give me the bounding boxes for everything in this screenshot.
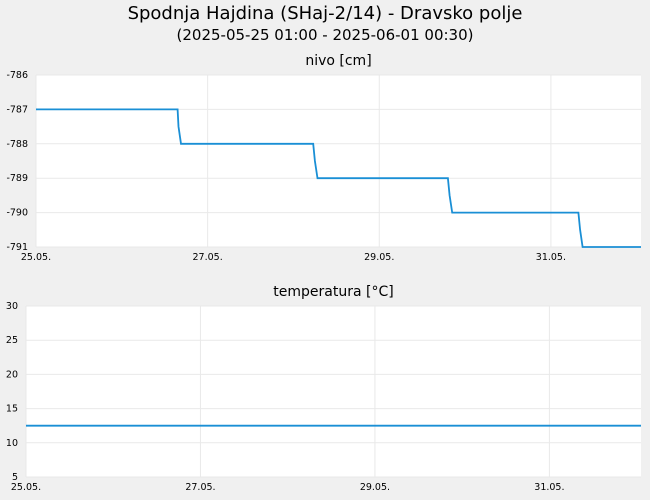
nivo-plot-area	[36, 75, 641, 247]
temperatura-y-tick-label: 20	[6, 369, 18, 380]
nivo-x-tick-label: 27.05.	[193, 252, 223, 263]
temperatura-plot-area	[26, 306, 641, 477]
page-subtitle: (2025-05-25 01:00 - 2025-06-01 00:30)	[176, 26, 474, 44]
temperatura-y-tick-label: 10	[6, 438, 18, 449]
nivo-y-tick-label: -788	[6, 139, 28, 150]
temperatura-y-tick-label: 15	[6, 404, 18, 415]
temperatura-y-tick-label: 30	[6, 301, 18, 312]
nivo-y-tick-label: -786	[6, 70, 28, 81]
temperatura-x-tick-label: 25.05.	[11, 482, 41, 493]
temperatura-x-tick-label: 29.05.	[360, 482, 390, 493]
nivo-y-tick-label: -791	[6, 242, 28, 253]
nivo-x-tick-label: 25.05.	[21, 252, 51, 263]
nivo-y-tick-label: -787	[6, 104, 28, 115]
nivo-series-line	[36, 108, 641, 248]
temperatura-y-tick-label: 25	[6, 335, 18, 346]
page-title: Spodnja Hajdina (SHaj-2/14) - Dravsko po…	[127, 3, 523, 24]
temperatura-x-tick-label: 27.05.	[185, 482, 215, 493]
nivo-x-tick-label: 29.05.	[364, 252, 394, 263]
nivo-chart-title: nivo [cm]	[305, 53, 371, 69]
nivo-y-tick-label: -790	[6, 208, 28, 219]
temperatura-x-tick-label: 31.05.	[534, 482, 564, 493]
temperatura-chart-title: temperatura [°C]	[273, 284, 393, 300]
temperatura-y-tick-label: 5	[12, 472, 18, 483]
nivo-x-tick-label: 31.05.	[536, 252, 566, 263]
nivo-y-tick-label: -789	[6, 173, 28, 184]
